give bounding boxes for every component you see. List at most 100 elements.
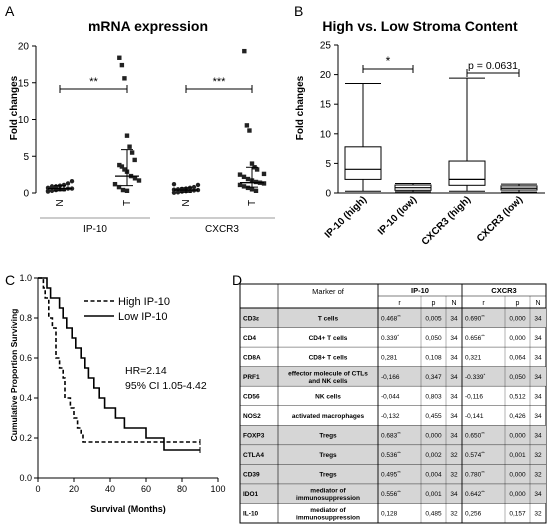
x-tick-label: IP-10 (low): [376, 194, 419, 237]
data-point: [127, 144, 132, 149]
y-tick-label: 0.6: [19, 353, 32, 363]
panel-a-y-ticks: 0 5 10 15 20: [18, 42, 36, 200]
table-cell-gene: PRF1: [243, 374, 260, 381]
table-cell-n: 34: [450, 374, 458, 381]
table-cell-p: 0,001: [509, 452, 526, 459]
table-cell-p: 0,000: [425, 433, 442, 440]
high-ip10-curve: [38, 277, 200, 443]
data-point: [242, 48, 247, 54]
x-tick-label: CXCR3 (high): [420, 194, 473, 247]
data-point: [132, 157, 137, 163]
table-cell-p: 0,005: [425, 315, 442, 322]
row-shade: [278, 483, 378, 504]
panel-c-plot: [38, 277, 201, 453]
table-cell-r: -0,166: [381, 374, 400, 381]
table-cell-p: 0,512: [509, 393, 526, 400]
panel-c-ticks: 0.0 0.2 0.4 0.6 0.8 1.0 0 20 40 60 80 100: [19, 273, 225, 494]
ip10-group-label: IP-10: [83, 224, 107, 235]
table-cell-p: 0,000: [509, 433, 526, 440]
data-point: [49, 188, 55, 193]
row-shade: [240, 366, 278, 387]
table-cell-p: 0,001: [425, 491, 442, 498]
table-cell-marker: CD8+ T cells: [309, 354, 348, 361]
table-cell-r: 0.683**: [381, 431, 401, 440]
row-shade: [240, 464, 278, 484]
y-tick-label: 10: [18, 115, 30, 126]
table-cell-r: 0.536**: [381, 451, 401, 460]
table-cell-r: 0,281: [381, 354, 398, 361]
hazard-ratio-label: HR=2.14: [125, 365, 167, 377]
table-cell-n: 34: [450, 491, 458, 498]
panel-c-ylabel: Cumulative Proportion Surviving: [9, 309, 19, 442]
table-cell-r: -0,141: [465, 413, 484, 420]
table-cell-n: 34: [534, 354, 542, 361]
table-cell-r: 0.780**: [465, 470, 485, 479]
table-cell-p: 0,157: [509, 511, 526, 518]
panel-b-ylabel: Fold changes: [295, 75, 306, 140]
table-cell-gene: NOS2: [243, 413, 261, 420]
table-cell-n: 34: [450, 335, 458, 342]
y-tick-label: 0.4: [19, 393, 32, 403]
significance-label: p = 0.0631: [468, 60, 518, 72]
data-point: [65, 181, 71, 186]
data-point: [136, 178, 142, 183]
data-point: [249, 161, 255, 166]
data-point: [175, 187, 181, 192]
table-cell-n: 34: [450, 393, 458, 400]
table-cell-gene: IDO1: [243, 491, 259, 498]
data-point: [122, 76, 127, 81]
panel-c: C Cumulative Proportion Surviving 0.0 0.2…: [5, 272, 226, 514]
row-shade: [278, 444, 378, 465]
data-point: [61, 182, 67, 188]
table-cell-p: 0,000: [509, 335, 526, 342]
data-point: [195, 182, 201, 188]
panel-a-plot: ** ***: [45, 48, 267, 195]
table-subheader: p: [516, 300, 520, 307]
table-cell-r: 0,128: [381, 511, 398, 518]
row-shade: [240, 444, 278, 465]
table-cell-gene: CD3ε: [243, 315, 259, 322]
data-point: [129, 150, 135, 155]
table-cell-n: 34: [450, 315, 458, 322]
table-cell-marker: T cells: [318, 315, 339, 322]
table-cell-marker: CD4+ T cells: [309, 335, 348, 342]
data-point: [119, 62, 125, 68]
data-point: [120, 187, 126, 193]
table-cell-p: 0,108: [425, 354, 442, 361]
x-tick-label: 60: [141, 484, 151, 494]
row-shade: [278, 308, 378, 328]
panel-c-legend: High IP-10 Low IP-10: [84, 296, 170, 323]
y-tick-label: 0.8: [19, 313, 32, 323]
table-cell-marker: activated macrophages: [292, 413, 365, 420]
data-point: [116, 184, 122, 190]
table-cell-r: 0.495**: [381, 470, 401, 479]
table-cell-r: -0,044: [381, 393, 400, 400]
data-point: [112, 181, 118, 187]
row-shade: [278, 464, 378, 484]
table-cell-r: 0.650**: [465, 431, 485, 440]
x-tick-label: 80: [177, 484, 187, 494]
data-point: [245, 176, 251, 182]
data-point: [261, 171, 267, 177]
table-cell-n: 34: [534, 413, 542, 420]
table-cell-p: 0,803: [425, 393, 442, 400]
y-tick-label: 20: [18, 42, 30, 53]
data-point: [253, 188, 259, 193]
table-subheader: p: [432, 300, 436, 307]
table-cell-p: 0,485: [425, 511, 442, 518]
data-point: [253, 179, 259, 185]
table-subheader: N: [451, 300, 456, 307]
y-tick-label: 15: [320, 100, 332, 111]
data-point: [237, 172, 243, 177]
x-tick-label: 40: [105, 484, 115, 494]
table-cell-n: 34: [534, 335, 542, 342]
table-cell-n: 34: [534, 315, 542, 322]
y-tick-label: 0: [325, 189, 331, 200]
table-cell-n: 34: [534, 374, 542, 381]
panel-a-title: mRNA expression: [88, 18, 208, 34]
table-cell-r: 0.339*: [381, 333, 399, 342]
table-cell-r: -0,116: [465, 393, 483, 400]
data-point: [53, 185, 59, 191]
